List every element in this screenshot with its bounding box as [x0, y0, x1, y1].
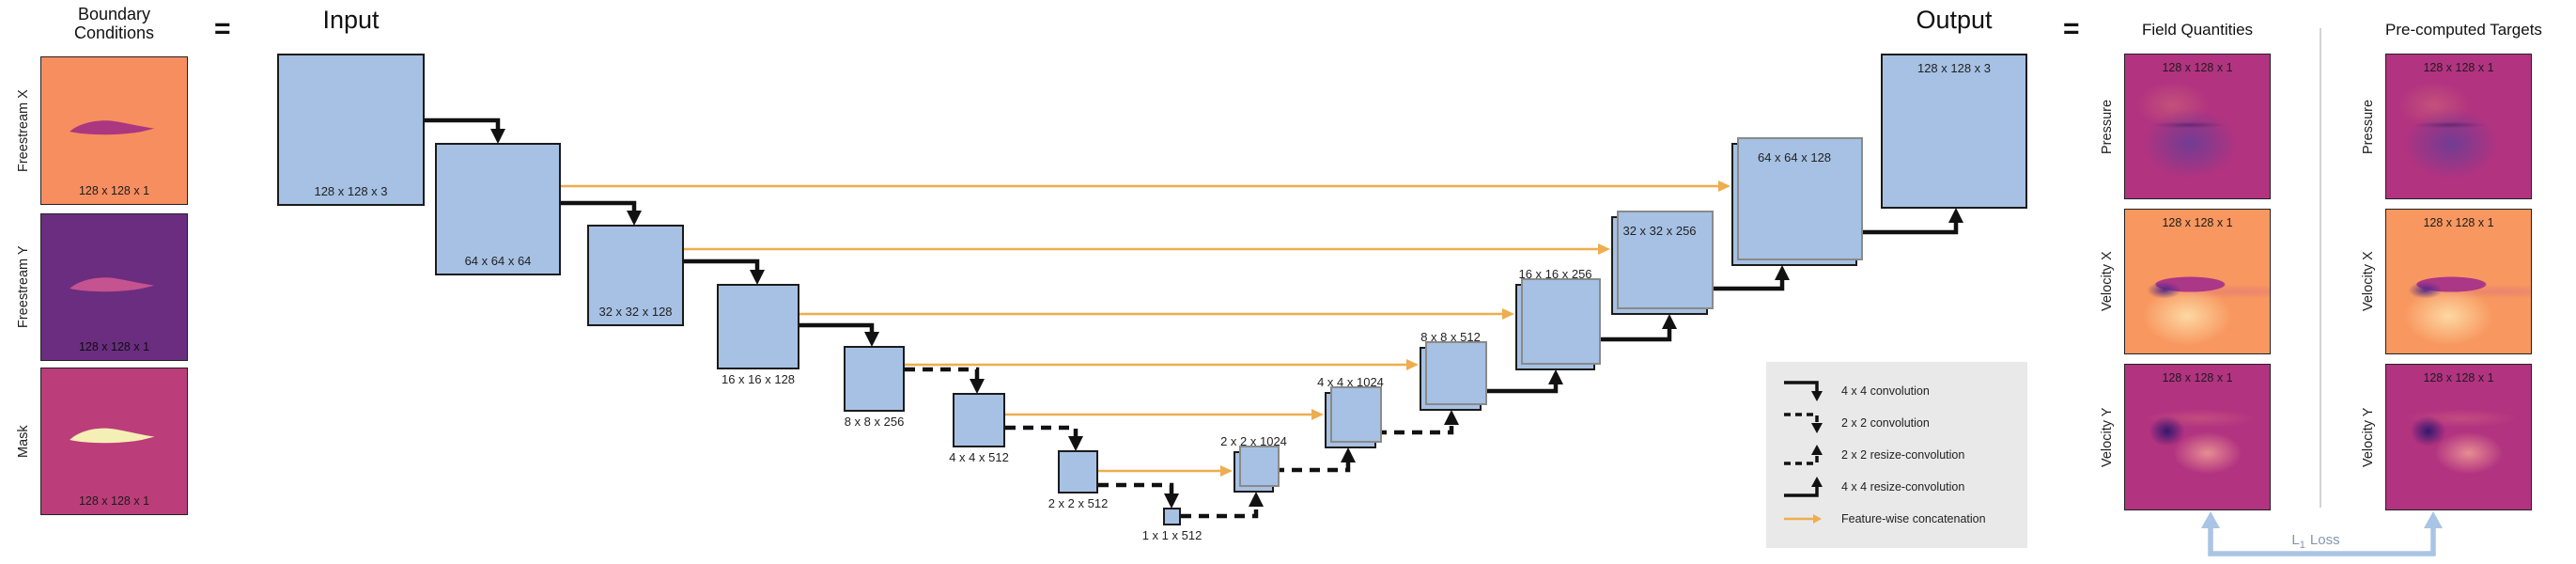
- box-dim-label: 128 x 128 x 3: [314, 184, 388, 198]
- box-dim-label: 64 x 64 x 64: [464, 254, 532, 268]
- velocity-y-image-target: 128 x 128 x 1: [2385, 364, 2532, 510]
- box-dim-label: 2 x 2 x 1024: [1220, 434, 1287, 448]
- unet-decoder-box-32: 32 x 32 x 256: [1611, 211, 1714, 315]
- input-title: Input: [322, 6, 380, 34]
- pressure-image-prediction: 128 x 128 x 1: [2124, 54, 2271, 199]
- image-dims-label: 128 x 128 x 1: [2423, 216, 2494, 229]
- legend-item: 4 x 4 convolution: [1781, 375, 2027, 407]
- unet-encoder-box-2: 2 x 2 x 512: [1048, 450, 1108, 510]
- equals-sign-right: =: [2063, 13, 2080, 44]
- loss-word: Loss: [2309, 532, 2340, 548]
- loss-subscript: 1: [2299, 540, 2305, 551]
- box-dim-label: 4 x 4 x 512: [949, 450, 1009, 464]
- legend-item: 2 x 2 convolution: [1781, 407, 2027, 439]
- conv-2x2-arrows: [905, 367, 1179, 509]
- legend-item-label: 4 x 4 convolution: [1841, 384, 1930, 398]
- boundary-conditions-title-line1: Boundary: [77, 5, 151, 24]
- unet-decoder-box-2: 2 x 2 x 1024: [1220, 434, 1287, 493]
- legend-item: Feature-wise concatenation: [1781, 503, 2027, 535]
- unet-decoder-box-64: 64 x 64 x 128: [1731, 137, 1863, 266]
- freestream-x-image: 128 x 128 x 1: [40, 56, 188, 205]
- concat-arrow-icon: [1784, 514, 1822, 524]
- unet-encoder-box-4: 4 x 4 x 512: [949, 393, 1009, 464]
- resize-conv-4x4-arrows: [1482, 208, 1963, 394]
- legend-item: 4 x 4 resize-convolution: [1781, 471, 2027, 503]
- field-quantities-title: Field Quantities: [2141, 21, 2254, 39]
- boundary-conditions-title-line2: Conditions: [73, 24, 155, 42]
- airfoil-shape: [69, 277, 155, 292]
- resize-conv-2x2-arrows: [1181, 410, 1459, 519]
- conv-2x2-arrow-icon: [1784, 413, 1823, 433]
- box-dim-label: 32 x 32 x 128: [598, 305, 673, 319]
- unet-encoder-box-16: 16 x 16 x 128: [717, 284, 799, 386]
- image-dims-label: 128 x 128 x 1: [2162, 61, 2233, 74]
- image-dims-label: 128 x 128 x 1: [2423, 371, 2494, 384]
- resize-conv-4x4-arrow-icon: [1784, 477, 1823, 497]
- box-dim-label: 64 x 64 x 128: [1757, 150, 1832, 164]
- legend: 4 x 4 convolution 2 x 2 convolution 2 x …: [1766, 362, 2027, 548]
- legend-item-label: 4 x 4 resize-convolution: [1841, 480, 1965, 494]
- unet-decoder-box-16: 16 x 16 x 256: [1515, 267, 1601, 370]
- column-divider: [2320, 28, 2321, 508]
- conv-4x4-arrows: [425, 118, 879, 347]
- box-dim-label: 4 x 4 x 1024: [1317, 375, 1384, 389]
- concat-arrows: [561, 180, 1730, 477]
- loss-letter: L: [2291, 532, 2300, 548]
- unet-encoder-box-32: 32 x 32 x 128: [587, 225, 684, 326]
- airfoil-shape: [69, 428, 155, 444]
- box-dim-label: 1 x 1 x 512: [1141, 528, 1203, 542]
- boundary-conditions-title: Boundary Conditions: [40, 5, 188, 42]
- image-dims-label: 128 x 128 x 1: [78, 494, 150, 508]
- box-dim-label: 128 x 128 x 3: [1916, 61, 1992, 75]
- legend-item-label: 2 x 2 convolution: [1841, 416, 1930, 430]
- conv-4x4-arrow-icon: [1784, 381, 1823, 401]
- image-dims-label: 128 x 128 x 1: [2162, 371, 2233, 384]
- l1-loss-label: L1 Loss: [2255, 532, 2377, 551]
- box-dim-label: 8 x 8 x 512: [1420, 330, 1481, 344]
- unet-decoder-box-4: 4 x 4 x 1024: [1317, 375, 1384, 448]
- image-dims-label: 128 x 128 x 1: [2423, 61, 2494, 74]
- box-dim-label: 8 x 8 x 256: [844, 415, 905, 429]
- unet-output-box: 128 x 128 x 3: [1881, 54, 2027, 209]
- box-dim-label: 16 x 16 x 128: [721, 372, 796, 386]
- velocity-y-image-prediction: 128 x 128 x 1: [2124, 364, 2271, 510]
- unet-bottleneck-box-1: 1 x 1 x 512: [1142, 508, 1202, 542]
- equals-sign-left: =: [214, 13, 231, 44]
- pressure-image-target: 128 x 128 x 1: [2385, 54, 2532, 199]
- freestream-y-image: 128 x 128 x 1: [40, 213, 188, 361]
- image-dims-label: 128 x 128 x 1: [78, 184, 150, 197]
- box-dim-label: 16 x 16 x 256: [1518, 267, 1592, 281]
- unet-input-box: 128 x 128 x 3: [277, 54, 425, 206]
- unet-encoder-box-64: 64 x 64 x 64: [435, 143, 561, 275]
- legend-item: 2 x 2 resize-convolution: [1781, 439, 2027, 471]
- airfoil-shape: [69, 120, 155, 135]
- legend-item-label: Feature-wise concatenation: [1841, 512, 1986, 525]
- box-dim-label: 2 x 2 x 512: [1047, 496, 1109, 510]
- resize-conv-2x2-arrow-icon: [1784, 445, 1823, 465]
- mask-image: 128 x 128 x 1: [40, 368, 188, 515]
- l1-loss-bracket: [2201, 511, 2443, 556]
- image-dims-label: 128 x 128 x 1: [78, 340, 150, 353]
- unet-decoder-box-8: 8 x 8 x 512: [1420, 330, 1487, 411]
- image-dims-label: 128 x 128 x 1: [2162, 216, 2233, 229]
- box-dim-label: 32 x 32 x 256: [1622, 224, 1697, 238]
- velocity-x-image-prediction: 128 x 128 x 1: [2124, 209, 2271, 354]
- legend-item-label: 2 x 2 resize-convolution: [1841, 448, 1965, 462]
- velocity-x-image-target: 128 x 128 x 1: [2385, 209, 2532, 354]
- unet-encoder-box-8: 8 x 8 x 256: [844, 346, 905, 429]
- pre-computed-targets-title: Pre-computed Targets: [2385, 21, 2542, 39]
- output-title: Output: [1916, 6, 1993, 34]
